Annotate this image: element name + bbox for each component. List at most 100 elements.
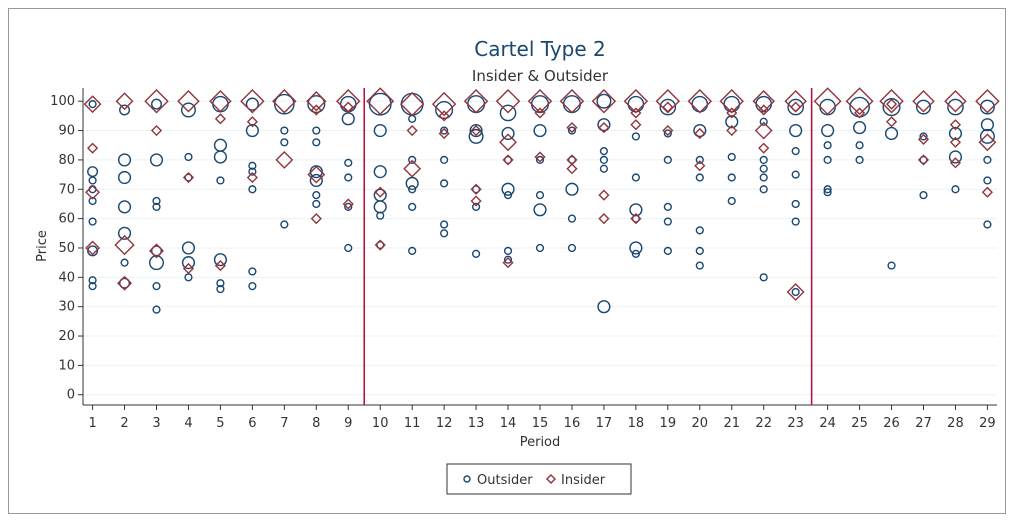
insider-marker [499,133,517,152]
x-tick-label: 5 [216,416,224,431]
x-tick-label: 15 [532,416,549,431]
outsider-marker [88,176,97,185]
outsider-marker [791,147,800,156]
insider-marker [694,127,706,140]
insider-marker [117,275,133,291]
outsider-marker [150,98,163,110]
legend-label: Insider [561,473,606,488]
outsider-marker [535,191,545,200]
insider-marker [246,116,258,128]
x-tick-label: 27 [915,416,932,431]
insider-marker [307,165,326,184]
insider-marker [214,259,226,272]
insider-marker [342,101,354,113]
insider-marker [758,142,770,154]
insider-marker [144,88,169,114]
outsider-marker [312,191,321,200]
outsider-marker [180,102,196,118]
outsider-marker [181,241,196,255]
insider-marker [662,101,674,113]
outsider-marker [567,126,577,135]
x-tick-label: 12 [436,416,453,431]
outsider-marker [88,282,97,291]
outsider-marker [727,173,736,182]
outsider-marker [501,126,515,141]
outsider-marker [631,249,640,258]
outsider-marker [88,196,97,206]
outsider-marker [149,153,164,167]
x-tick-label: 1 [88,416,96,431]
insider-marker [275,150,294,169]
outsider-marker [373,123,387,138]
outsider-marker [471,202,481,211]
outsider-marker [152,202,161,211]
insider-marker [662,124,674,137]
outsider-marker [693,123,707,138]
outsider-marker [280,220,289,229]
outsider-marker [248,282,257,291]
x-tick-label: 26 [883,416,900,431]
insider-marker [854,107,866,119]
outsider-marker [503,255,513,264]
outsider-marker [727,152,736,162]
x-tick-label: 24 [819,416,836,431]
insider-marker [150,124,163,137]
outsider-marker [373,165,387,179]
insider-marker [182,262,195,275]
insider-marker [438,110,450,122]
outsider-marker [759,185,768,194]
x-tick-label: 6 [248,416,256,431]
insider-marker [272,88,297,114]
insider-marker [598,189,610,201]
insider-marker [949,136,962,148]
x-tick-label: 19 [660,416,677,431]
insider-marker [754,121,773,140]
x-tick-label: 29 [979,416,996,431]
outsider-marker [312,126,321,135]
insider-marker [534,151,546,163]
outsider-marker [979,99,995,115]
outsider-marker [408,185,417,194]
x-tick-label: 4 [184,416,192,431]
outsider-marker [789,123,803,138]
outsider-marker [983,176,992,185]
x-tick-label: 25 [851,416,868,431]
outsider-marker [408,155,417,165]
outsider-marker [503,191,513,200]
outsider-marker [213,253,228,267]
outsider-marker [245,123,259,138]
insider-marker [845,87,874,116]
insider-marker [566,163,578,175]
y-tick-label: 70 [58,182,75,197]
outsider-marker [535,155,545,165]
x-tick-label: 23 [787,416,804,431]
insider-marker [399,91,425,117]
outsider-marker [440,179,449,188]
outsider-marker [852,121,867,135]
outsider-marker [951,185,960,194]
insider-marker [463,88,489,114]
outsider-marker [440,126,449,135]
insider-marker [87,142,99,154]
outsider-marker [596,93,612,109]
outsider-marker [181,256,196,270]
insider-marker [726,124,738,137]
insider-marker [366,87,395,116]
outsider-marker [855,155,864,165]
insider-marker [591,88,617,114]
outsider-marker [597,300,611,314]
insider-marker [406,124,418,137]
outsider-marker [309,173,323,188]
y-tick-label: 50 [58,241,75,256]
outsider-marker [119,277,131,289]
outsider-marker [631,132,640,141]
insider-marker [374,239,386,251]
outsider-marker [533,203,547,217]
outsider-marker [695,246,704,256]
insider-marker [719,88,744,114]
outsider-marker [87,245,99,257]
insider-marker [566,122,578,134]
outsider-marker [149,255,165,271]
outsider-marker [312,138,321,147]
insider-marker [214,113,226,125]
